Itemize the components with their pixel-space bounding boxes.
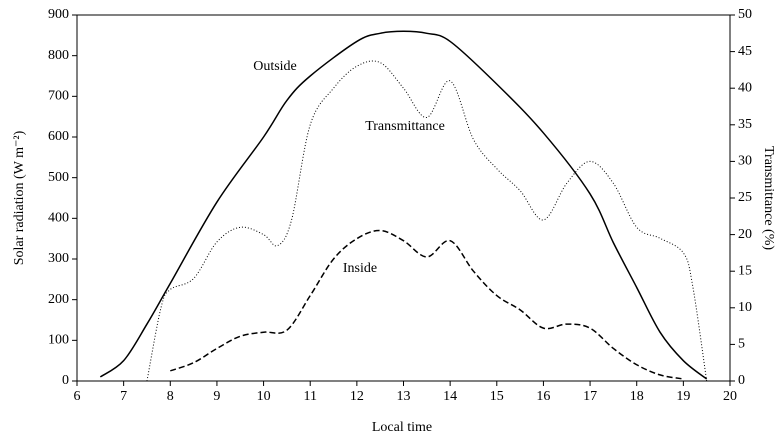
y2-tick-label: 40 [738,80,752,95]
y-tick-label: 800 [48,48,69,63]
y-tick-label: 900 [48,7,69,22]
y2-tick-label: 35 [738,117,752,132]
series-label: Inside [343,261,377,276]
y-tick-label: 200 [48,292,69,307]
y2-tick-label: 5 [738,337,745,352]
y2-axis-label: Transmittance (%) [761,146,776,250]
x-tick-label: 16 [536,389,550,404]
y-tick-label: 400 [48,211,69,226]
series-line [99,30,708,380]
y2-tick-label: 25 [738,190,752,205]
y-axis-label: Solar radiation (W m⁻²) [12,130,27,265]
x-tick-label: 6 [74,389,81,404]
y2-tick-label: 50 [738,7,752,22]
x-tick-label: 12 [350,389,364,404]
y2-tick-label: 30 [738,154,752,169]
x-tick-label: 17 [583,389,597,404]
x-tick-label: 9 [213,389,220,404]
series-line [146,60,708,382]
y-tick-label: 100 [48,333,69,348]
y2-tick-label: 15 [738,263,752,278]
y2-tick-label: 20 [738,227,752,242]
y-tick-label: 300 [48,251,69,266]
x-tick-label: 18 [630,389,644,404]
x-tick-label: 11 [303,389,316,404]
x-tick-label: 19 [676,389,690,404]
y-tick-label: 0 [62,373,69,388]
y2-tick-label: 45 [738,44,752,59]
x-tick-label: 8 [167,389,174,404]
y-tick-label: 500 [48,170,69,185]
x-tick-label: 10 [257,389,271,404]
series-label: Transmittance [365,119,445,134]
x-tick-label: 7 [120,389,127,404]
series-line [170,229,684,380]
x-tick-label: 13 [397,389,411,404]
y-tick-label: 600 [48,129,69,144]
y2-tick-label: 0 [738,373,745,388]
series-label: Outside [253,59,297,74]
y2-tick-label: 10 [738,300,752,315]
x-tick-label: 14 [443,389,457,404]
x-axis-label: Local time [372,420,432,435]
y-tick-label: 700 [48,89,69,104]
plot-frame [76,14,731,382]
x-tick-label: 15 [490,389,504,404]
x-tick-label: 20 [723,389,737,404]
